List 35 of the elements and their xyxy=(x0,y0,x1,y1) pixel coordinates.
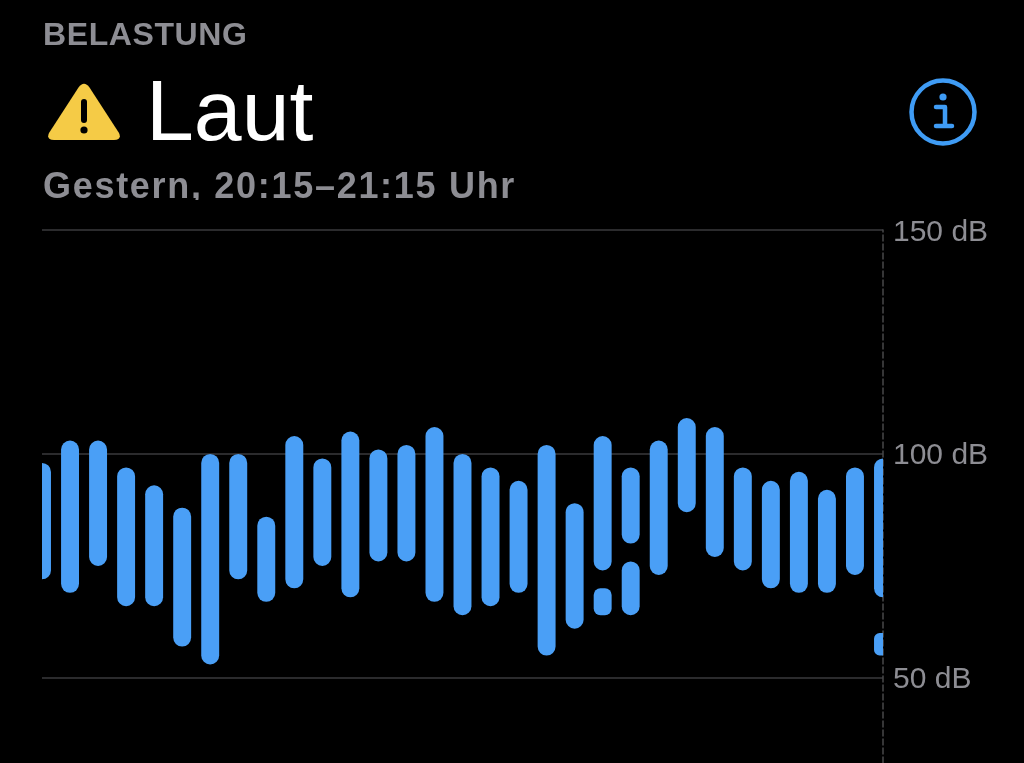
bar xyxy=(761,480,780,589)
bar xyxy=(173,507,192,647)
bar xyxy=(369,449,388,562)
bar xyxy=(649,440,668,575)
bar xyxy=(817,489,836,593)
y-tick-label: 150 dB xyxy=(893,213,989,247)
bar xyxy=(621,467,640,544)
bar xyxy=(257,516,276,602)
bar xyxy=(229,453,248,580)
bar xyxy=(117,467,136,607)
y-tick-label: 50 dB xyxy=(893,661,972,695)
bar xyxy=(453,453,472,616)
bar xyxy=(677,418,696,513)
bar xyxy=(537,444,556,656)
bar xyxy=(789,471,808,593)
bar xyxy=(313,458,332,566)
bar xyxy=(285,436,304,589)
bar xyxy=(89,440,108,566)
bar xyxy=(425,427,444,602)
bar xyxy=(565,503,584,629)
text: BELASTUNG xyxy=(43,15,248,53)
bar xyxy=(201,453,220,665)
bar xyxy=(733,467,752,571)
bar xyxy=(705,427,724,557)
bar xyxy=(145,485,164,607)
y-tick-label: 100 dB xyxy=(893,437,989,471)
bar xyxy=(481,467,500,607)
bar xyxy=(397,444,416,562)
bar xyxy=(341,431,360,598)
chart-title: Laut xyxy=(146,62,314,158)
bar xyxy=(846,467,864,575)
bar xyxy=(509,480,528,593)
bar xyxy=(61,440,79,593)
chart-subtitle: Gestern, 20:15–21:15 Uhr xyxy=(43,165,517,207)
bar xyxy=(593,436,612,571)
